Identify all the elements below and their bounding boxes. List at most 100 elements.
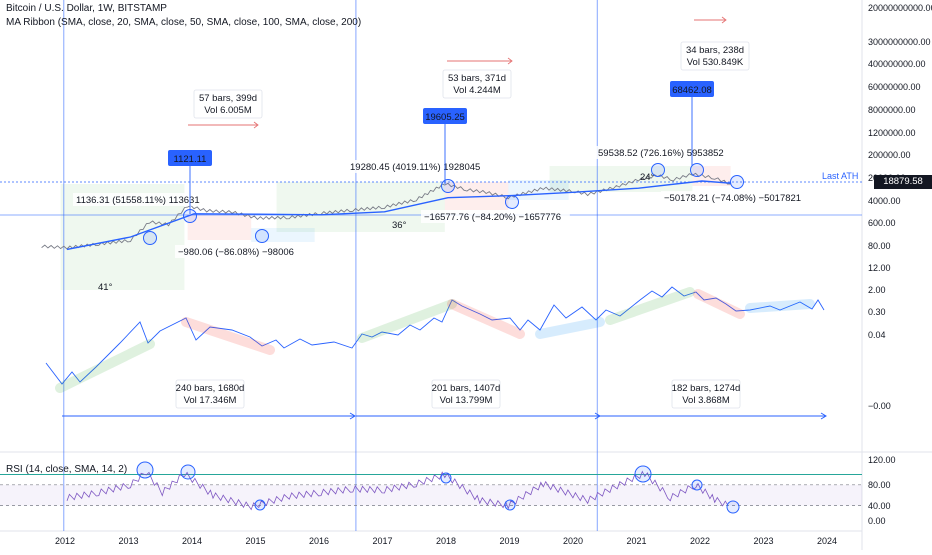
oscillator-glow-3 bbox=[447, 299, 525, 339]
angle-label: 24° bbox=[640, 172, 655, 183]
oscillator-glow-7 bbox=[745, 299, 815, 313]
price-pivot-circle bbox=[651, 163, 665, 177]
btc-price-line bbox=[41, 172, 731, 250]
range-info-box bbox=[193, 89, 263, 119]
peak-label-bg bbox=[168, 150, 212, 166]
time-tick-label: 2012 bbox=[55, 536, 75, 546]
price-pivot-circle bbox=[505, 195, 519, 209]
rsi-tick-label: 0.00 bbox=[868, 516, 886, 526]
time-tick-label: 2019 bbox=[500, 536, 520, 546]
range-info-volume: Vol 17.346M bbox=[184, 395, 237, 406]
rsi-legend: RSI (14, close, SMA, 14, 2) bbox=[6, 464, 128, 475]
price-tick-label: 60000000.00 bbox=[868, 82, 921, 92]
rsi-pivot-circle bbox=[136, 461, 154, 479]
measure-label-bg bbox=[73, 193, 212, 206]
oscillator-glow-0 bbox=[55, 339, 155, 393]
rsi-line bbox=[66, 470, 729, 511]
range-info-bars: 201 bars, 1407d bbox=[432, 383, 501, 394]
range-info-volume: Vol 3.868M bbox=[682, 395, 730, 406]
measure-label: 59538.52 (726.16%) 5953852 bbox=[598, 148, 724, 159]
rsi-pivot-circle bbox=[254, 499, 266, 511]
peak-label-bg bbox=[423, 108, 467, 124]
peak-label-bg bbox=[670, 81, 714, 97]
measure-label-bg bbox=[661, 191, 810, 204]
rsi-tick-label: 80.00 bbox=[868, 480, 891, 490]
price-tick-label: 8000000.00 bbox=[868, 105, 916, 115]
oscillator-glow-2 bbox=[357, 299, 457, 343]
range-arrowhead-2 bbox=[721, 16, 727, 24]
time-tick-label: 2016 bbox=[309, 536, 329, 546]
time-tick-label: 2018 bbox=[436, 536, 456, 546]
peak-price-label: 68462.08 bbox=[672, 85, 712, 96]
range-info-box bbox=[671, 379, 741, 409]
range-arrowhead-0 bbox=[253, 121, 259, 129]
time-tick-label: 2022 bbox=[690, 536, 710, 546]
time-tick-label: 2014 bbox=[182, 536, 202, 546]
symbol-title: Bitcoin / U.S. Dollar, 1W, BITSTAMP bbox=[6, 3, 167, 14]
price-tick-label: 80.00 bbox=[868, 241, 891, 251]
price-tick-label: 1200000.00 bbox=[868, 128, 916, 138]
time-tick-label: 2020 bbox=[563, 536, 583, 546]
peak-price-label: 1121.11 bbox=[174, 154, 207, 165]
measure-label-bg bbox=[421, 210, 570, 223]
oscillator-glow-6 bbox=[693, 289, 745, 319]
measure-label-bg bbox=[595, 146, 734, 159]
last-ath-label: Last ATH bbox=[822, 171, 859, 181]
cycle-range-arrowhead-2 bbox=[820, 412, 827, 420]
rsi-pivot-circle bbox=[440, 472, 452, 484]
range-info-bars: 182 bars, 1274d bbox=[672, 383, 741, 394]
cycle-range-arrowhead-0 bbox=[349, 412, 356, 420]
range-info-volume: Vol 13.799M bbox=[440, 395, 493, 406]
oscillator-glow-4 bbox=[535, 317, 605, 339]
angle-label: 36° bbox=[392, 220, 407, 231]
price-pivot-circle bbox=[143, 231, 157, 245]
time-tick-label: 2015 bbox=[246, 536, 266, 546]
range-info-box bbox=[431, 379, 501, 409]
measure-label-bg bbox=[347, 160, 491, 173]
rsi-pivot-circle bbox=[634, 465, 652, 483]
range-info-bars: 34 bars, 238d bbox=[686, 45, 744, 56]
range-arrowhead-1 bbox=[507, 57, 513, 65]
range-info-bars: 53 bars, 371d bbox=[448, 73, 506, 84]
price-tick-label: 2.00 bbox=[868, 285, 886, 295]
price-pivot-circle bbox=[183, 209, 197, 223]
rsi-tick-label: 120.00 bbox=[868, 455, 896, 465]
peak-price-label: 19605.25 bbox=[425, 112, 465, 123]
measure-label-bg bbox=[175, 245, 304, 258]
price-tick-label: 3000000000.00 bbox=[868, 37, 931, 47]
cycle-zone-3 bbox=[276, 182, 445, 232]
price-tick-label: 0.04 bbox=[868, 330, 886, 340]
measure-label: −980.06 (−86.08%) −98006 bbox=[178, 247, 294, 258]
range-info-bars: 57 bars, 399d bbox=[199, 93, 257, 104]
range-info-bars: 240 bars, 1680d bbox=[176, 383, 245, 394]
range-info-volume: Vol 6.005M bbox=[204, 105, 252, 116]
price-pivot-circle bbox=[255, 229, 269, 243]
price-tick-label: 4000.00 bbox=[868, 196, 901, 206]
price-pivot-circle bbox=[690, 163, 704, 177]
rsi-band bbox=[0, 484, 862, 506]
ma-ribbon-legend: MA Ribbon (SMA, close, 20, SMA, close, 5… bbox=[6, 17, 362, 28]
measure-label: 1136.31 (51558.11%) 113631 bbox=[76, 195, 200, 206]
range-info-volume: Vol 530.849K bbox=[687, 57, 744, 68]
time-tick-label: 2017 bbox=[373, 536, 393, 546]
rsi-tick-label: 40.00 bbox=[868, 501, 891, 511]
rsi-pivot-circle bbox=[691, 479, 703, 491]
time-tick-label: 2023 bbox=[754, 536, 774, 546]
oscillator-line bbox=[45, 286, 825, 385]
oscillator-glow-1 bbox=[181, 317, 275, 355]
rsi-pivot-circle bbox=[504, 499, 516, 511]
price-pivot-circle bbox=[441, 179, 455, 193]
time-tick-label: 2013 bbox=[119, 536, 139, 546]
rsi-pivot-circle bbox=[726, 500, 740, 514]
cycle-zone-1 bbox=[187, 215, 252, 240]
price-pivot-circle bbox=[730, 175, 744, 189]
rsi-pivot-circle bbox=[180, 464, 196, 480]
price-tick-label: 200000.00 bbox=[868, 150, 911, 160]
range-info-box bbox=[175, 379, 245, 409]
measure-label: −50178.21 (−74.08%) −5017821 bbox=[664, 193, 801, 204]
price-tick-label: 12.00 bbox=[868, 263, 891, 273]
price-tick-label: 20000000000.00 bbox=[868, 3, 932, 13]
price-tick-label: 600.00 bbox=[868, 218, 896, 228]
